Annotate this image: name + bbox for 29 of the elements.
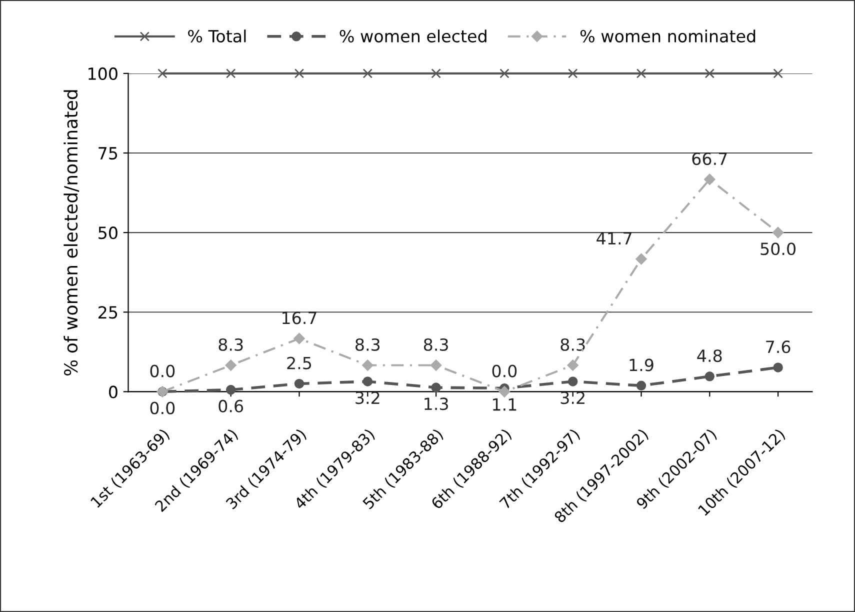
data-label: 4.8 bbox=[697, 349, 722, 362]
data-label: 41.7 bbox=[596, 232, 632, 244]
data-label: 66.7 bbox=[692, 152, 727, 166]
y-tick-label: 100 bbox=[88, 67, 118, 80]
data-label: 1.3 bbox=[424, 398, 448, 410]
data-label: 16.7 bbox=[282, 312, 316, 324]
legend-label: % women elected bbox=[340, 30, 486, 42]
data-label: 3.2 bbox=[356, 392, 380, 404]
legend-label: % women nominated bbox=[580, 30, 756, 42]
data-label: 8.3 bbox=[560, 338, 585, 351]
data-label: 3.2 bbox=[560, 392, 584, 404]
y-tick-label: 75 bbox=[98, 147, 118, 160]
y-tick-label: 25 bbox=[98, 306, 118, 319]
data-label: 0.0 bbox=[492, 364, 517, 378]
data-label: 50.0 bbox=[760, 242, 796, 256]
data-label: 7.6 bbox=[766, 340, 790, 354]
data-label: 1.9 bbox=[630, 358, 654, 372]
data-label: 0.0 bbox=[150, 402, 175, 414]
y-axis-title: % of women elected/nominated bbox=[64, 90, 80, 376]
y-tick-label: 0 bbox=[109, 386, 118, 398]
data-label: 8.3 bbox=[218, 338, 243, 351]
data-label: 8.3 bbox=[424, 338, 448, 351]
legend-label: % Total bbox=[188, 30, 246, 42]
data-label: 2.5 bbox=[287, 356, 312, 370]
y-tick-label: 50 bbox=[98, 226, 118, 240]
data-label: 0.6 bbox=[218, 400, 244, 412]
data-label: 8.3 bbox=[356, 338, 380, 351]
data-label: 0.0 bbox=[150, 364, 175, 378]
data-label: 1.1 bbox=[493, 398, 516, 411]
